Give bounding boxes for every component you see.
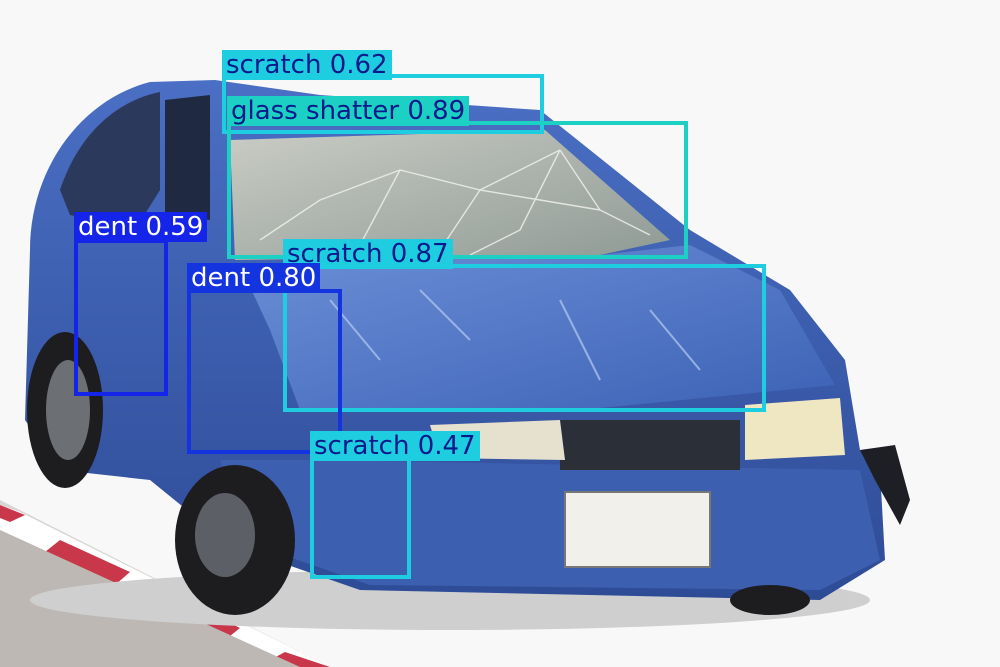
glass-cracks <box>259 149 651 256</box>
detection-label: dent 0.80 <box>187 263 321 293</box>
detection-label: scratch 0.87 <box>283 239 453 269</box>
wheels <box>27 332 810 615</box>
detection-label: scratch 0.62 <box>222 50 392 80</box>
detection-label: scratch 0.47 <box>310 431 480 461</box>
detection-label: dent 0.59 <box>74 212 208 242</box>
detection-label: glass shatter 0.89 <box>227 96 470 126</box>
